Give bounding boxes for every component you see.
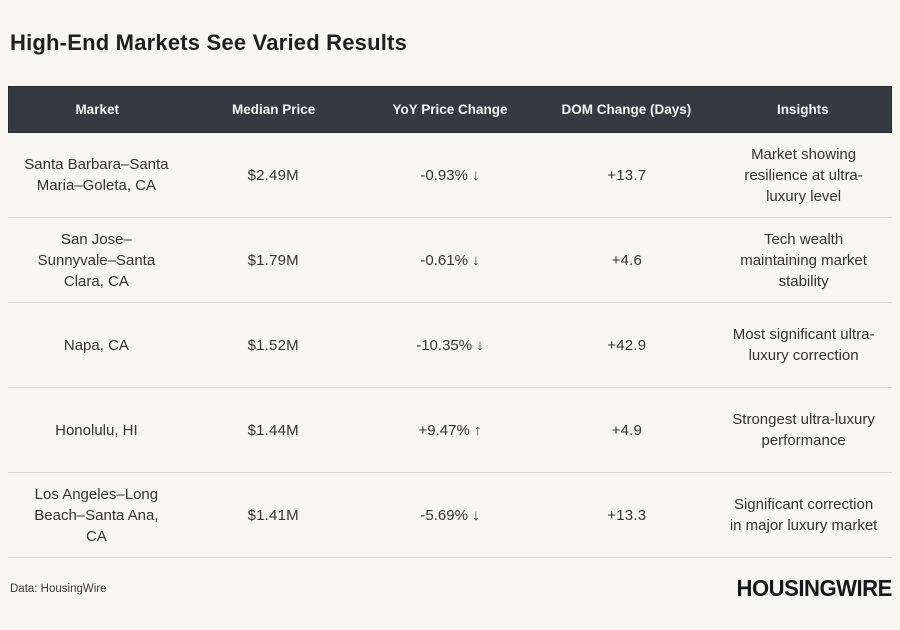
cell-yoy-change: +9.47% ↑	[418, 421, 482, 439]
cell-median-price: $1.52M	[247, 336, 299, 354]
cell-insight: Most significant ultra-luxury correction	[732, 326, 875, 364]
cell-insight: Market showing resilience at ultra-luxur…	[744, 145, 863, 205]
table-row: Napa, CA $1.52M -10.35% ↓ +42.9 Most signifi…	[8, 303, 892, 388]
cell-yoy-change: -5.69% ↓	[420, 506, 480, 524]
table-row: Honolulu, HI $1.44M +9.47% ↑ +4.9 Strongest …	[8, 388, 892, 473]
table-row: Los Angeles–Long Beach–Santa Ana, CA $1.4…	[8, 473, 892, 558]
cell-dom-change: +4.9	[611, 421, 642, 439]
cell-insight: Strongest ultra-luxury performance	[732, 411, 875, 449]
column-header: Median Price	[231, 102, 316, 117]
table-row: Santa Barbara–Santa Maria–Goleta, CA $2.4…	[8, 133, 892, 218]
column-header: Market	[75, 102, 119, 117]
cell-median-price: $1.44M	[247, 421, 299, 439]
cell-market: Los Angeles–Long Beach–Santa Ana, CA	[34, 485, 159, 545]
cell-median-price: $1.79M	[247, 251, 299, 269]
cell-market: San Jose–Sunnyvale–Santa Clara, CA	[37, 230, 156, 290]
cell-dom-change: +42.9	[607, 336, 647, 354]
table-header-row: Market Median Price YoY Price Change DOM Ch…	[8, 86, 892, 133]
cell-median-price: $2.49M	[247, 166, 299, 184]
cell-dom-change: +13.3	[607, 506, 647, 524]
cell-median-price: $1.41M	[247, 506, 299, 524]
cell-yoy-change: -0.61% ↓	[420, 251, 480, 269]
cell-dom-change: +4.6	[611, 251, 642, 269]
markets-table: Market Median Price YoY Price Change DOM Ch…	[8, 86, 892, 558]
cell-market: Honolulu, HI	[55, 421, 138, 439]
cell-market: Santa Barbara–Santa Maria–Goleta, CA	[24, 156, 169, 194]
page-title: High-End Markets See Varied Results	[10, 30, 408, 55]
footer: Data: HousingWire HOUSINGWIRE	[10, 575, 892, 602]
data-source-label: Data: HousingWire	[10, 582, 107, 595]
table-body: Santa Barbara–Santa Maria–Goleta, CA $2.4…	[8, 133, 892, 558]
cell-market: Napa, CA	[63, 336, 129, 354]
cell-insight: Significant correction in major luxury m…	[729, 496, 878, 534]
column-header: Insights	[776, 102, 829, 117]
cell-yoy-change: -0.93% ↓	[420, 166, 480, 184]
column-header: DOM Change (Days)	[561, 102, 692, 117]
cell-insight: Tech wealth maintaining market stability	[740, 230, 867, 290]
cell-dom-change: +13.7	[607, 166, 647, 184]
table-row: San Jose–Sunnyvale–Santa Clara, CA $1.79M…	[8, 218, 892, 303]
column-header: YoY Price Change	[392, 102, 508, 117]
cell-yoy-change: -10.35% ↓	[416, 336, 484, 354]
housingwire-logo: HOUSINGWIRE	[736, 575, 893, 601]
